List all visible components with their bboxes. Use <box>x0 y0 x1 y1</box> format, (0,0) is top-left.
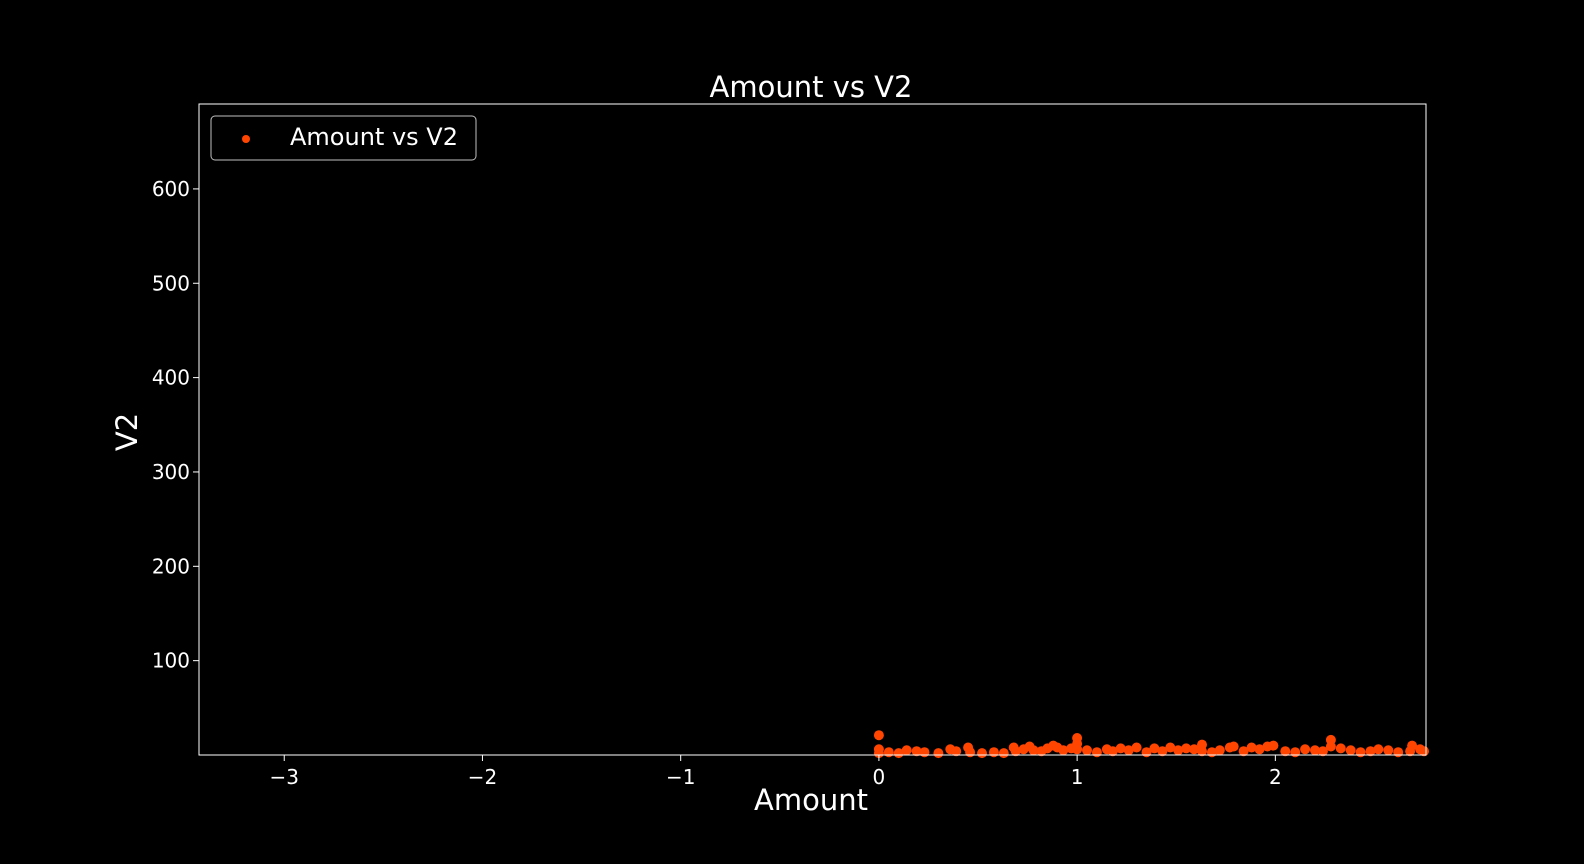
scatter-point <box>988 747 999 758</box>
scatter-point <box>1149 743 1160 754</box>
scatter-point <box>1115 743 1126 754</box>
scatter-point <box>1335 743 1346 754</box>
scatter-point <box>1058 745 1069 756</box>
scatter-point <box>893 748 904 759</box>
scatter-point <box>951 746 962 757</box>
scatter-point <box>1082 745 1092 756</box>
y-tick-label: 400 <box>152 366 190 390</box>
scatter-point <box>1010 746 1021 757</box>
scatter-point <box>1189 744 1200 755</box>
y-tick-label: 500 <box>152 271 190 295</box>
scatter-point <box>1228 741 1239 752</box>
scatter-point <box>1028 745 1039 756</box>
scatter-point <box>1407 740 1418 751</box>
x-axis-label: Amount <box>754 783 868 817</box>
scatter-point <box>1165 742 1176 753</box>
scatter-points <box>873 730 1429 759</box>
scatter-point <box>933 748 944 759</box>
scatter-point <box>1181 743 1192 754</box>
scatter-point <box>1365 746 1376 757</box>
plot-area-frame <box>198 103 1427 756</box>
scatter-point <box>1393 747 1404 758</box>
scatter-point <box>1373 744 1384 755</box>
scatter-point <box>1300 744 1311 755</box>
scatter-point <box>883 747 894 758</box>
scatter-point <box>965 747 976 758</box>
scatter-point <box>919 747 930 758</box>
scatter-point <box>1310 745 1320 756</box>
chart-title: Amount vs V2 <box>710 70 913 104</box>
y-axis-label: V2 <box>110 413 144 451</box>
scatter-point <box>1072 744 1083 755</box>
scatter-point <box>1355 747 1366 758</box>
scatter-point <box>911 746 922 757</box>
scatter-point <box>1325 741 1336 752</box>
y-tick-label: 100 <box>152 649 190 673</box>
legend-box <box>210 115 477 161</box>
scatter-point <box>1238 746 1249 757</box>
scatter-point <box>1107 746 1118 757</box>
scatter-point <box>1280 746 1291 757</box>
legend-label: Amount vs V2 <box>290 123 458 151</box>
scatter-point <box>1317 746 1328 757</box>
y-tick-label: 300 <box>152 460 190 484</box>
scatter-point <box>1290 747 1301 758</box>
scatter-point <box>901 745 912 756</box>
scatter-point <box>1214 745 1225 756</box>
scatter-point <box>1157 746 1168 757</box>
scatter-point <box>1123 745 1134 756</box>
scatter-point <box>1246 742 1257 753</box>
scatter-point <box>1345 745 1356 756</box>
scatter-point <box>1197 746 1207 757</box>
scatter-point <box>977 748 987 759</box>
x-tick-label: −1 <box>666 765 695 789</box>
scatter-point <box>873 730 884 741</box>
y-tick-label: 200 <box>152 554 190 578</box>
x-tick-label: 1 <box>1071 765 1084 789</box>
legend: Amount vs V2 <box>210 115 477 161</box>
x-tick-label: −2 <box>468 765 497 789</box>
scatter-point <box>1268 740 1279 751</box>
legend-marker <box>242 135 250 143</box>
scatter-point <box>998 748 1009 759</box>
scatter-point <box>873 748 884 759</box>
scatter-point <box>1091 747 1102 758</box>
y-axis-ticks: 100 200 300 400 500 600 <box>152 177 199 673</box>
x-axis-ticks: −3 −2 −1 0 1 2 <box>269 755 1282 789</box>
y-tick-label: 600 <box>152 177 190 201</box>
scatter-point <box>1173 745 1184 756</box>
x-tick-label: −3 <box>269 765 298 789</box>
x-tick-label: 2 <box>1269 765 1282 789</box>
scatter-point <box>1131 742 1142 753</box>
scatter-point <box>1383 745 1394 756</box>
scatter-point <box>1254 744 1265 755</box>
x-tick-label: 0 <box>873 765 886 789</box>
